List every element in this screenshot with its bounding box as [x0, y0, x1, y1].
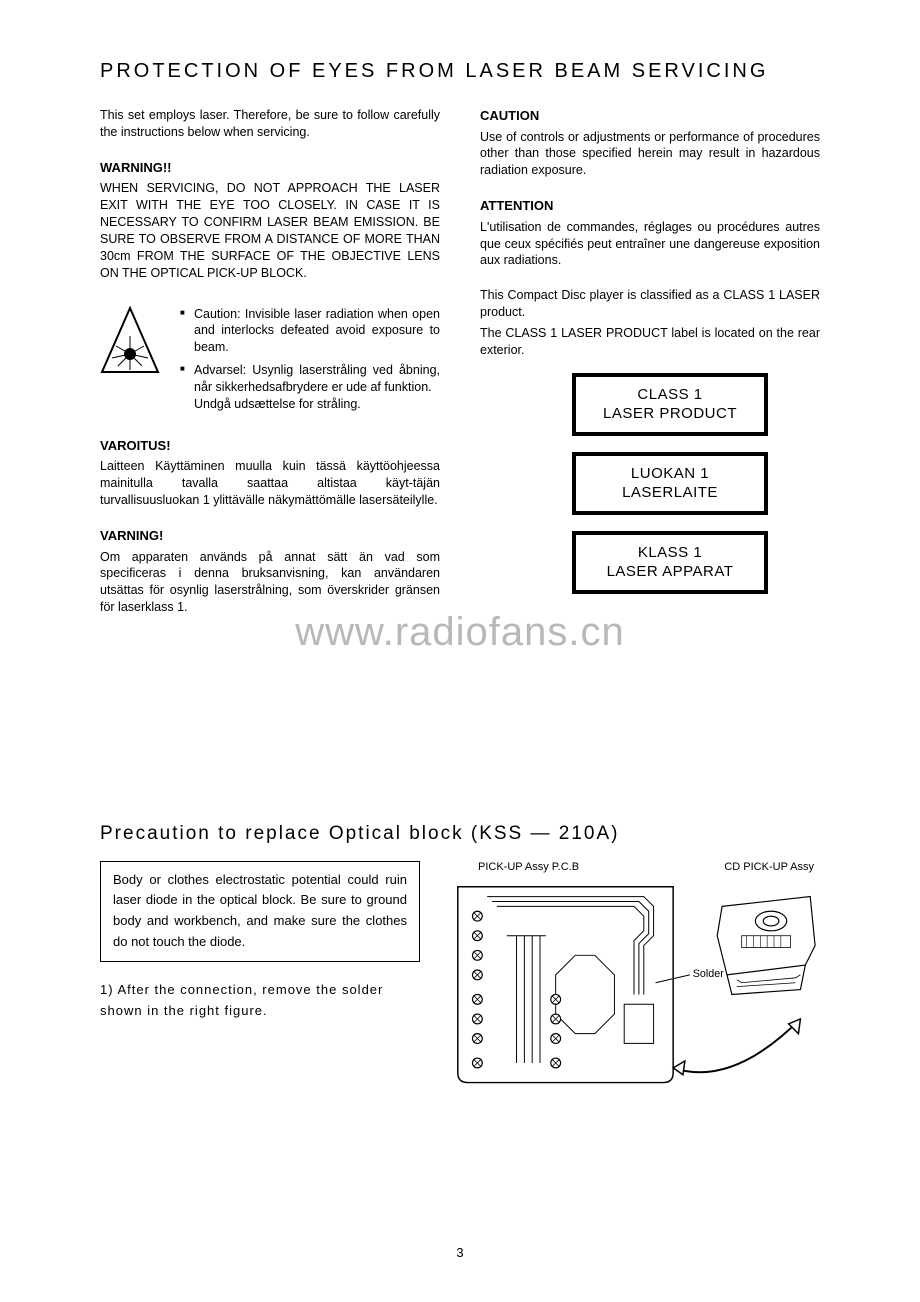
diagram-label-pickup: CD PICK-UP Assy: [724, 861, 814, 873]
warning-heading: WARNING!!: [100, 159, 440, 177]
varning-heading: VARNING!: [100, 527, 440, 545]
solder-label: Solder: [693, 967, 724, 979]
class1-info-2: The CLASS 1 LASER PRODUCT label is locat…: [480, 325, 820, 359]
precaution-diagram: PICK-UP Assy P.C.B CD PICK-UP Assy: [448, 861, 820, 1095]
laser-label-sv: KLASS 1LASER APPARAT: [572, 531, 768, 594]
attention-body: L'utilisation de commandes, réglages ou …: [480, 219, 820, 270]
attention-heading: ATTENTION: [480, 197, 820, 215]
varoitus-body: Laitteen Käyttäminen muulla kuin tässä k…: [100, 458, 440, 509]
bullet-caution-en: Caution: Invisible laser radiation when …: [180, 306, 440, 357]
laser-label-en: CLASS 1LASER PRODUCT: [572, 373, 768, 436]
caution-bullets: Caution: Invisible laser radiation when …: [180, 306, 440, 419]
precaution-title: Precaution to replace Optical block (KSS…: [100, 820, 820, 849]
caution-heading: CAUTION: [480, 107, 820, 125]
bullet-caution-dk: Advarsel: Usynlig laserstråling ved åbni…: [180, 362, 440, 413]
laser-labels-stack: CLASS 1LASER PRODUCT LUOKAN 1LASERLAITE …: [520, 373, 820, 594]
left-column: This set employs laser. Therefore, be su…: [100, 107, 440, 620]
class1-info-1: This Compact Disc player is classified a…: [480, 287, 820, 321]
laser-warning-triangle-icon: [100, 306, 160, 376]
laser-label-fi: LUOKAN 1LASERLAITE: [572, 452, 768, 515]
varoitus-heading: VAROITUS!: [100, 437, 440, 455]
step-1-text: 1) After the connection, remove the sold…: [100, 980, 420, 1022]
page-title: PROTECTION OF EYES FROM LASER BEAM SERVI…: [100, 60, 820, 83]
warning-body: WHEN SERVICING, DO NOT APPROACH THE LASE…: [100, 180, 440, 281]
intro-text: This set employs laser. Therefore, be su…: [100, 107, 440, 141]
caution-body: Use of controls or adjustments or perfor…: [480, 129, 820, 180]
varning-body: Om apparaten används på annat sätt än va…: [100, 549, 440, 617]
page-number: 3: [100, 1245, 820, 1260]
right-column: CAUTION Use of controls or adjustments o…: [480, 107, 820, 620]
precaution-left: Body or clothes electrostatic potential …: [100, 861, 420, 1095]
pcb-pickup-diagram-icon: Solder: [448, 877, 820, 1092]
precaution-section: Body or clothes electrostatic potential …: [100, 861, 820, 1095]
esd-warning-box: Body or clothes electrostatic potential …: [100, 861, 420, 962]
diagram-label-pcb: PICK-UP Assy P.C.B: [478, 861, 579, 873]
two-column-layout: This set employs laser. Therefore, be su…: [100, 107, 820, 620]
